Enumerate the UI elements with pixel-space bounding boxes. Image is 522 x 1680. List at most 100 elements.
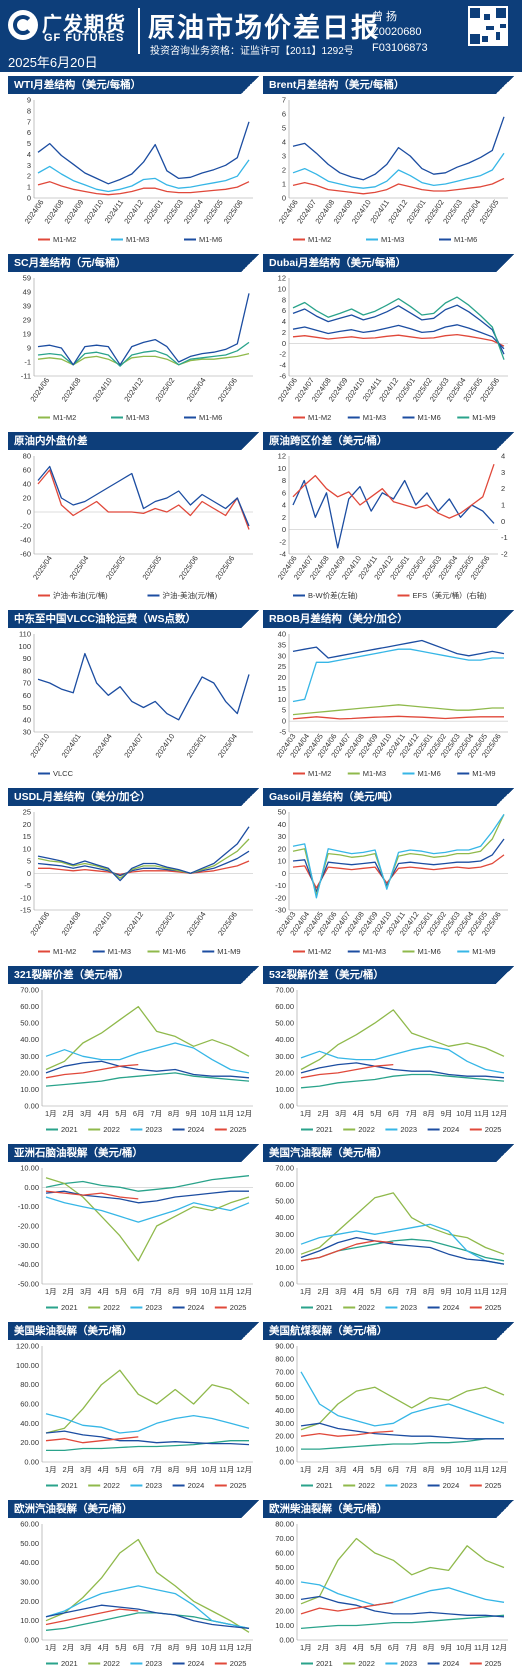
series-line-3 xyxy=(292,639,505,659)
y-tick-label: 0 xyxy=(27,194,31,203)
series-line-0 xyxy=(37,469,250,530)
y-tick-label: 60 xyxy=(23,466,31,475)
legend-label: M1-M3 xyxy=(381,235,404,244)
x-tick-label: 2月 xyxy=(63,1643,75,1652)
y-tick-label: -50.00 xyxy=(18,1280,39,1289)
series-line-1 xyxy=(300,1009,505,1071)
series-line-2 xyxy=(300,1045,505,1074)
x-tick-label: 10月 xyxy=(201,1109,217,1118)
series-line-1 xyxy=(292,152,505,189)
x-tick-label: 8月 xyxy=(423,1643,435,1652)
series-line-2 xyxy=(292,814,505,896)
x-tick-label: 4月 xyxy=(98,1643,110,1652)
x-tick-label: 1月 xyxy=(300,1465,312,1474)
y-tick-label: 8 xyxy=(282,476,286,485)
x-tick-label: 2月 xyxy=(63,1109,75,1118)
y-tick-label: 10 xyxy=(23,844,31,853)
legend-label: M1-M6 xyxy=(454,235,477,244)
chart-title: 原油跨区价差（美元/桶） xyxy=(263,432,514,450)
x-tick-label: 2025/06 xyxy=(222,198,245,225)
legend-label: M1-M2 xyxy=(308,947,331,956)
y-tick-label: 10.00 xyxy=(275,1085,294,1094)
y-tick-label: 19 xyxy=(23,330,31,339)
legend-label: 2025 xyxy=(485,1481,502,1490)
y-tick-label: 30 xyxy=(278,832,286,841)
x-tick-label: 7月 xyxy=(405,1465,417,1474)
y-tick-label: 20.00 xyxy=(275,1607,294,1616)
x-tick-label: 2024/09 xyxy=(62,198,85,225)
series-line-2 xyxy=(300,1371,505,1427)
legend-label: M1-M6 xyxy=(199,235,222,244)
x-tick-label: 2023/10 xyxy=(28,732,51,759)
x-tick-label: 11月 xyxy=(474,1465,489,1474)
x-tick-label: 1月 xyxy=(45,1109,57,1118)
y-tick-label: -10 xyxy=(20,893,31,902)
x-tick-label: 11月 xyxy=(219,1109,234,1118)
chart-panel-us-gasoline: 美国汽油裂解（美元/桶） 0.00 10.00 20.00 30.00 40.00 50.0… xyxy=(263,1144,514,1318)
y-tick-label: 80 xyxy=(23,666,31,675)
y-tick-label: 2 xyxy=(282,328,286,337)
x-tick-label: 2月 xyxy=(318,1109,330,1118)
series-line-2 xyxy=(292,304,505,355)
y-tick-label: 80 xyxy=(23,452,31,461)
series-line-1 xyxy=(37,850,250,877)
legend-label: 沪油-美油(元/桶) xyxy=(163,590,218,600)
x-tick-label: 6月 xyxy=(133,1109,145,1118)
y2-tick-label: -2 xyxy=(501,550,508,559)
y-tick-label: 10.00 xyxy=(20,1616,39,1625)
y-tick-label: 5 xyxy=(27,857,31,866)
chart-panel-us-jet: 美国航煤裂解（美元/桶） 0.00 10.00 20.00 30.00 40.00 50.0… xyxy=(263,1322,514,1496)
legend-label: M1-M3 xyxy=(108,947,131,956)
y-tick-label: 20.00 xyxy=(20,1597,39,1606)
x-tick-label: 2025/04 xyxy=(216,732,239,759)
legend-label: 2022 xyxy=(103,1303,120,1312)
x-tick-label: 8月 xyxy=(423,1109,435,1118)
y-tick-label: 7 xyxy=(27,117,31,126)
chart-svg: -11 -1 9 19 29 39 49 59 2024/06 2024/08 2024/10 202… xyxy=(21,274,253,422)
x-tick-label: 3月 xyxy=(335,1465,347,1474)
y-tick-label: -40 xyxy=(20,536,31,545)
y-tick-label: 60 xyxy=(23,691,31,700)
series-line-3 xyxy=(292,296,505,360)
report-date: 2025年6月20日 xyxy=(8,55,98,70)
y-tick-label: 70.00 xyxy=(275,1367,294,1376)
x-tick-label: 2025/05 xyxy=(140,554,163,581)
y-tick-label: 4 xyxy=(27,150,31,159)
x-tick-label: 1月 xyxy=(45,1287,57,1296)
y-tick-label: 6 xyxy=(27,128,31,137)
x-tick-label: 9月 xyxy=(186,1109,198,1118)
y-tick-label: -10.00 xyxy=(18,1202,39,1211)
y-tick-label: 20 xyxy=(278,844,286,853)
chart-panel-rbob: RBOB月差结构（美分/加仑） -5 0 5 10 15 20 25 30 35 40 2024/03… xyxy=(263,610,514,784)
x-tick-label: 5月 xyxy=(115,1465,127,1474)
y-tick-label: 70.00 xyxy=(275,1164,294,1173)
y-tick-label: -4 xyxy=(279,361,286,370)
y-tick-label: 2 xyxy=(282,513,286,522)
series-line-3 xyxy=(45,1060,250,1079)
legend-label: 2023 xyxy=(400,1303,417,1312)
y-tick-label: 30.00 xyxy=(275,1052,294,1061)
y2-tick-label: 3 xyxy=(501,468,505,477)
x-tick-label: 7月 xyxy=(405,1643,417,1652)
chart-title: Dubai月差结构（美元/每桶） xyxy=(263,254,514,272)
y-tick-label: -2 xyxy=(279,350,286,359)
chart-svg: -60 -40 -20 0 20 40 60 80 2025/04 2025/04 2025/05 2… xyxy=(20,452,253,600)
header-divider xyxy=(138,8,140,54)
y-tick-label: 70.00 xyxy=(275,1534,294,1543)
chart-title: 美国汽油裂解（美元/桶） xyxy=(263,1144,514,1162)
x-tick-label: 2025/04 xyxy=(185,910,208,937)
y-tick-label: 15 xyxy=(23,832,31,841)
y-tick-label: -6 xyxy=(279,372,286,381)
x-tick-label: 3月 xyxy=(80,1109,92,1118)
legend-label: M1-M6 xyxy=(418,947,441,956)
x-tick-label: 2025/02 xyxy=(153,376,176,403)
y-tick-label: 0.00 xyxy=(279,1636,294,1645)
chart-svg: 10.00 0.00 -10.00 -20.00 -30.00 -40.00 -50.00 1… xyxy=(18,1164,253,1312)
chart-title: 欧洲柴油裂解（美元/桶） xyxy=(263,1500,514,1518)
y-tick-label: 0.00 xyxy=(24,1458,39,1467)
series-line-4 xyxy=(45,1063,139,1079)
chart-title: Gasoil月差结构（美元/吨） xyxy=(263,788,514,806)
y-tick-label: 0.00 xyxy=(24,1102,39,1111)
x-tick-label: 2024/08 xyxy=(43,198,66,225)
chart-svg: -15 -10 -5 0 5 10 15 20 25 2024/06 2024/08 2024/10 2… xyxy=(20,808,253,956)
